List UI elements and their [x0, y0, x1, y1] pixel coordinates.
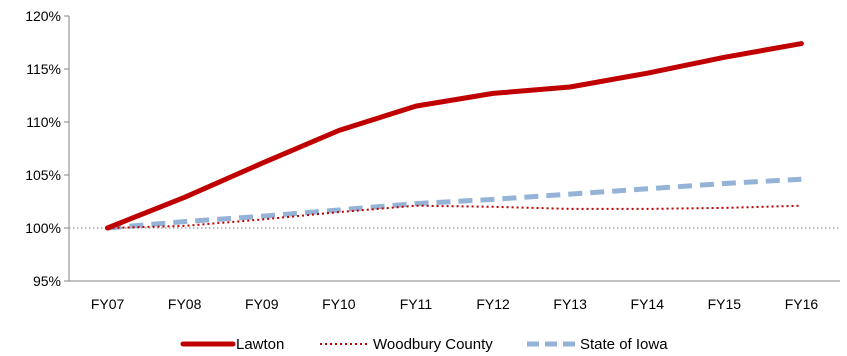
series-line-lawton — [105, 41, 804, 231]
x-tick-label: FY08 — [168, 296, 202, 312]
y-tick-label: 100% — [25, 220, 61, 236]
legend-label-lawton: Lawton — [236, 336, 284, 353]
y-tick-label: 95% — [33, 273, 61, 289]
x-tick-label: FY13 — [553, 296, 587, 312]
y-tick-label: 115% — [26, 61, 61, 77]
y-tick-label: 110% — [26, 114, 61, 130]
x-tick-label: FY07 — [91, 296, 125, 312]
legend-label-woodbury-county: Woodbury County — [373, 336, 493, 353]
x-tick-label: FY14 — [631, 296, 665, 312]
y-tick-label: 105% — [25, 167, 61, 183]
y-tick-label: 120% — [25, 8, 61, 24]
x-tick-label: FY12 — [476, 296, 510, 312]
x-tick-label: FY09 — [245, 296, 279, 312]
x-tick-label: FY10 — [322, 296, 356, 312]
series-layer — [105, 41, 804, 231]
axes: 95% 100% 105% 110% 115% 120% FY07 FY08 FY09 FY10 F… — [25, 8, 840, 312]
x-tick-label: FY16 — [785, 296, 819, 312]
series-line-state-of-iowa — [107, 176, 802, 231]
series-line-woodbury-county — [107, 204, 802, 229]
legend-label-state-of-iowa: State of Iowa — [580, 336, 668, 353]
legend: Lawton Woodbury County State of Iowa — [180, 336, 668, 353]
x-tick-label: FY15 — [708, 296, 742, 312]
x-tick-label: FY11 — [400, 296, 433, 312]
